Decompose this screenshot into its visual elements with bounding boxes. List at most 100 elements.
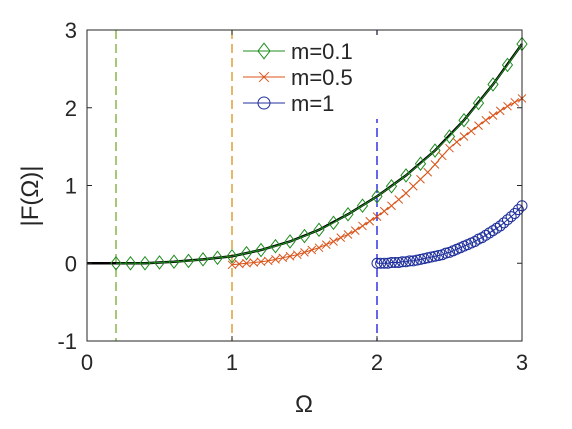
diamond-marker <box>240 245 253 261</box>
circle-marker <box>415 253 426 265</box>
diamond-marker <box>429 143 441 158</box>
x-marker-stroke <box>488 111 498 120</box>
circle-marker <box>509 207 521 219</box>
diamond-marker <box>197 252 209 267</box>
x-marker-stroke <box>300 248 309 257</box>
circle-marker <box>512 204 524 216</box>
x-marker <box>329 237 338 246</box>
x-marker-stroke <box>227 260 237 270</box>
circle-marker <box>498 217 510 229</box>
x-marker <box>423 167 433 177</box>
x-marker <box>488 111 498 120</box>
x-marker <box>445 143 454 153</box>
circle-marker <box>418 253 430 265</box>
x-marker-stroke <box>387 201 396 211</box>
x-marker <box>307 245 317 255</box>
diamond-marker <box>327 215 340 231</box>
diamond-marker <box>257 42 271 60</box>
x-marker-stroke <box>423 167 433 177</box>
x-marker-stroke <box>430 160 440 169</box>
x-marker-stroke <box>452 137 462 147</box>
diamond-marker <box>226 248 238 264</box>
circle-marker <box>378 257 390 269</box>
x-tick-label: 3 <box>516 350 528 375</box>
x-marker-stroke <box>503 101 512 111</box>
series-0 <box>110 36 528 271</box>
x-marker <box>278 253 288 263</box>
x-marker <box>365 216 375 226</box>
diamond-marker <box>342 206 354 222</box>
x-marker <box>379 206 389 216</box>
x-marker-stroke <box>459 132 469 141</box>
circle-marker <box>386 256 397 268</box>
x-marker <box>394 195 404 204</box>
diamond-marker <box>124 255 137 271</box>
x-marker <box>387 201 396 211</box>
x-marker-stroke <box>394 195 404 204</box>
x-marker <box>372 212 382 221</box>
circle-marker <box>404 255 416 267</box>
diamond-marker <box>414 156 427 172</box>
x-marker-stroke <box>336 233 346 242</box>
x-marker-stroke <box>358 221 367 231</box>
diamond-marker <box>255 242 267 258</box>
y-axis-label: |F(Ω)| <box>17 165 44 226</box>
x-marker <box>249 258 259 267</box>
plot-layer <box>87 30 528 341</box>
circle-marker <box>393 256 405 268</box>
x-marker-stroke <box>401 188 411 198</box>
x-marker <box>258 71 270 83</box>
circle-marker <box>494 220 506 232</box>
y-tick-label: 3 <box>65 18 77 43</box>
x-marker-stroke <box>263 256 273 266</box>
x-marker <box>481 115 491 125</box>
circle-marker <box>502 214 513 226</box>
diamond-marker <box>211 250 224 266</box>
x-marker-stroke <box>307 245 317 255</box>
x-marker-stroke <box>292 250 302 260</box>
circle-marker <box>425 251 437 263</box>
x-marker <box>430 160 440 169</box>
circle-marker <box>411 254 423 266</box>
x-marker <box>495 106 505 116</box>
x-marker-stroke <box>258 71 270 83</box>
circle-marker <box>440 247 452 259</box>
circle-marker <box>382 257 394 269</box>
x-tick-label: 2 <box>371 350 383 375</box>
diamond-marker <box>139 255 151 271</box>
circle-marker <box>505 211 517 223</box>
circle-marker <box>429 250 441 262</box>
diamond-marker <box>168 254 180 270</box>
diamond-marker <box>443 129 456 144</box>
x-marker <box>321 240 331 249</box>
x-marker <box>437 151 447 161</box>
circle-marker <box>400 256 412 268</box>
circle-marker <box>396 256 408 268</box>
diamond-marker <box>487 77 499 92</box>
x-marker <box>416 174 425 184</box>
x-marker-stroke <box>343 230 353 239</box>
x-marker <box>227 260 237 270</box>
x-marker <box>234 259 244 269</box>
y-tick-label: -1 <box>57 329 77 354</box>
x-marker <box>256 257 266 267</box>
x-marker <box>242 258 251 268</box>
diamond-marker <box>356 198 369 214</box>
x-marker-stroke <box>379 206 389 216</box>
circle-marker <box>257 96 271 110</box>
diamond-marker <box>472 95 485 111</box>
x-marker <box>459 132 469 141</box>
x-marker-stroke <box>350 226 360 235</box>
x-marker <box>474 121 483 130</box>
x-marker-stroke <box>329 237 338 246</box>
x-marker-stroke <box>321 240 331 249</box>
series-1 <box>227 94 527 270</box>
x-marker <box>510 97 520 107</box>
x-marker <box>503 101 512 111</box>
x-marker-stroke <box>234 259 244 269</box>
x-marker <box>358 221 367 231</box>
x-marker <box>300 248 309 257</box>
